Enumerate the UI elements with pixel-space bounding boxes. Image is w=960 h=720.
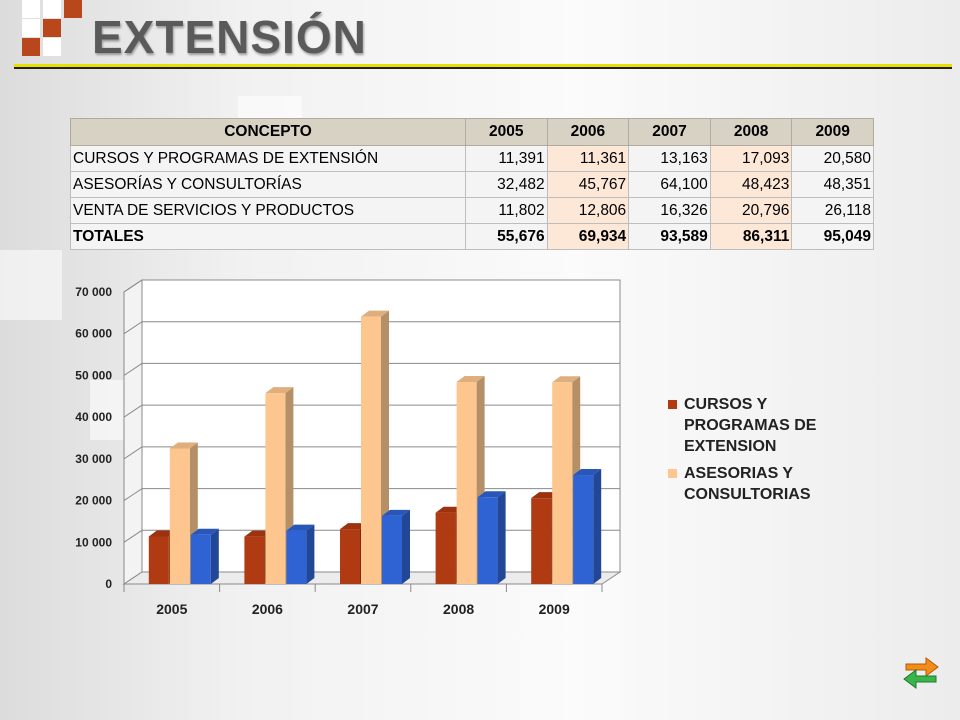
bar xyxy=(456,382,477,584)
bar-side xyxy=(497,491,506,584)
bar xyxy=(531,498,552,584)
table-cell: 13,163 xyxy=(628,145,711,172)
bar xyxy=(340,529,360,584)
bar-side xyxy=(402,509,410,584)
bar xyxy=(286,530,307,584)
return-arrows-icon[interactable] xyxy=(900,652,942,694)
gridline xyxy=(123,362,620,376)
bar-top xyxy=(190,528,219,535)
table-cell: 48,351 xyxy=(791,171,874,198)
column-header: 2005 xyxy=(465,118,548,146)
row-concept: CURSOS Y PROGRAMAS DE EXTENSIÓN xyxy=(70,145,466,172)
bar xyxy=(169,448,190,584)
y-tick-label: 30 000 xyxy=(75,452,112,466)
bar-top xyxy=(456,376,485,383)
legend-item: ASESORIAS Y CONSULTORIAS xyxy=(668,463,844,505)
data-table: CONCEPTO 2005 2006 2007 2008 2009 CURSOS… xyxy=(70,118,874,250)
table-cell: 69,934 xyxy=(546,223,630,250)
bar-side xyxy=(306,524,315,584)
bar-top xyxy=(265,387,294,394)
title-underline xyxy=(14,64,952,69)
table-totals-row: TOTALES 55,676 69,934 93,589 86,311 95,0… xyxy=(70,223,874,250)
chart-legend: CURSOS Y PROGRAMAS DE EXTENSION ASESORIA… xyxy=(668,394,844,511)
y-tick-label: 60 000 xyxy=(75,327,112,341)
column-header: 2007 xyxy=(628,118,711,146)
table-cell: 11,802 xyxy=(465,197,548,224)
bar-side xyxy=(593,469,602,584)
bar xyxy=(477,497,498,584)
bar-side xyxy=(210,528,219,584)
bar-top xyxy=(169,442,198,449)
chart-side-wall xyxy=(123,279,143,585)
table-row: ASESORÍAS Y CONSULTORÍAS 32,482 45,767 6… xyxy=(70,171,874,198)
column-header: 2009 xyxy=(791,118,874,146)
row-concept: ASESORÍAS Y CONSULTORÍAS xyxy=(70,171,466,198)
bar-chart: 0 10 000 20 000 30 000 40 000 50 000 60 000 70 … xyxy=(75,279,622,617)
table-cell: 32,482 xyxy=(465,171,548,198)
table-cell: 93,589 xyxy=(628,223,711,250)
bar xyxy=(435,512,456,584)
row-concept: VENTA DE SERVICIOS Y PRODUCTOS xyxy=(70,197,466,224)
table-cell: 95,049 xyxy=(791,223,874,250)
bar xyxy=(265,393,286,584)
table-cell: 86,311 xyxy=(709,223,793,250)
column-header: 2008 xyxy=(709,118,793,146)
table-row: VENTA DE SERVICIOS Y PRODUCTOS 11,802 12… xyxy=(70,197,874,224)
bar-top xyxy=(382,509,410,516)
table-cell: 55,676 xyxy=(465,223,548,250)
table-cell: 12,806 xyxy=(546,197,630,224)
column-header: CONCEPTO xyxy=(70,118,466,146)
table-cell: 48,423 xyxy=(709,171,793,198)
table-row: CURSOS Y PROGRAMAS DE EXTENSIÓN 11,391 1… xyxy=(70,145,874,172)
x-tick-label: 2005 xyxy=(156,601,187,617)
table-cell: 45,767 xyxy=(546,171,630,198)
legend-swatch xyxy=(668,400,677,409)
table-cell: 20,580 xyxy=(791,145,874,172)
bar xyxy=(148,536,169,584)
table-cell: 64,100 xyxy=(628,171,711,198)
legend-swatch xyxy=(668,469,677,478)
bar-top xyxy=(477,491,506,498)
bar-top xyxy=(552,376,581,383)
y-tick-label: 40 000 xyxy=(75,410,112,424)
bar xyxy=(552,382,573,584)
gridline xyxy=(123,321,620,335)
legend-label: CURSOS Y PROGRAMAS DE EXTENSION xyxy=(684,396,817,455)
bar xyxy=(244,536,265,584)
y-tick-label: 20 000 xyxy=(75,494,112,508)
table-cell: 11,391 xyxy=(465,145,548,172)
table-cell: 17,093 xyxy=(709,145,793,172)
legend-label: ASESORIAS Y CONSULTORIAS xyxy=(684,465,811,503)
y-tick-label: 50 000 xyxy=(75,368,112,382)
row-concept: TOTALES xyxy=(70,223,466,250)
table-cell: 11,361 xyxy=(546,145,630,172)
x-tick-label: 2009 xyxy=(539,601,570,617)
bar-top xyxy=(573,469,602,476)
x-tick-label: 2008 xyxy=(443,601,474,617)
table-cell: 20,796 xyxy=(709,197,793,224)
x-tick-label: 2007 xyxy=(347,601,378,617)
bar xyxy=(382,515,402,584)
logo-squares xyxy=(22,0,86,56)
y-tick-label: 70 000 xyxy=(75,285,112,299)
gridline xyxy=(123,279,620,293)
y-tick-label: 0 xyxy=(105,577,112,591)
slide-title: EXTENSIÓN xyxy=(92,11,367,63)
background-decoration xyxy=(0,250,62,320)
table-cell: 26,118 xyxy=(791,197,874,224)
bar xyxy=(190,534,211,584)
x-tick-label: 2006 xyxy=(252,601,283,617)
bar xyxy=(573,475,594,584)
table-header-row: CONCEPTO 2005 2006 2007 2008 2009 xyxy=(70,118,874,146)
bar xyxy=(361,316,381,584)
table-cell: 16,326 xyxy=(628,197,711,224)
bar-top xyxy=(361,310,389,317)
y-tick-label: 10 000 xyxy=(75,535,112,549)
bar-top xyxy=(286,524,315,531)
legend-item: CURSOS Y PROGRAMAS DE EXTENSION xyxy=(668,394,844,457)
column-header: 2006 xyxy=(546,118,630,146)
